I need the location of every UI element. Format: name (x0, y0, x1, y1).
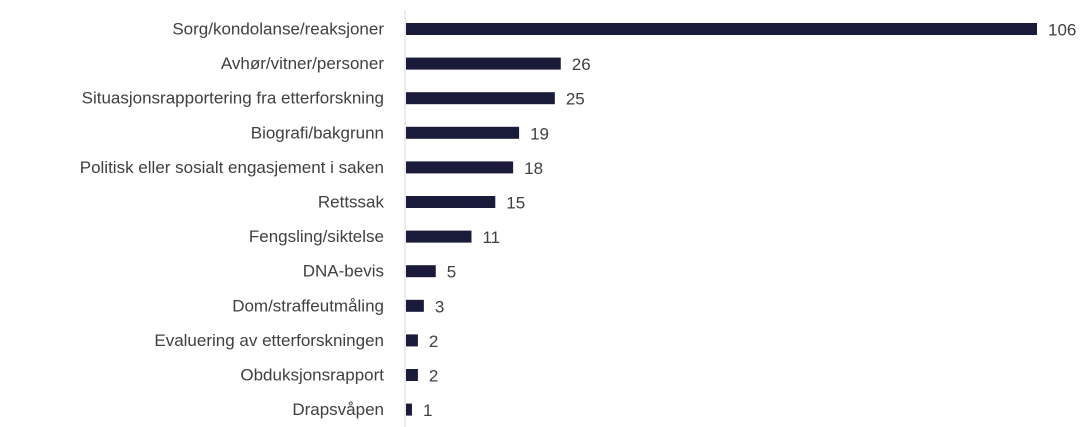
bar-8 (406, 299, 424, 312)
category-label-1: Avhør/vitner/personer (221, 54, 384, 73)
bars-layer (406, 23, 1037, 416)
category-label-10: Obduksjonsrapport (240, 366, 384, 385)
bar-6 (406, 230, 472, 243)
category-label-11: Drapsvåpen (292, 400, 384, 419)
value-label-2: 25 (566, 90, 585, 109)
category-label-0: Sorg/kondolanse/reaksjoner (172, 20, 384, 39)
value-label-9: 2 (429, 332, 438, 351)
category-label-5: Rettssak (318, 193, 385, 212)
category-labels-layer: Sorg/kondolanse/reaksjoner Avhør/vitner/p… (80, 20, 385, 420)
bar-1 (406, 57, 561, 70)
value-label-3: 19 (530, 124, 549, 143)
bar-0 (406, 23, 1037, 35)
bar-3 (406, 126, 520, 139)
value-label-8: 3 (435, 297, 444, 316)
bar-2 (406, 92, 555, 105)
value-label-6: 11 (482, 228, 500, 247)
category-label-2: Situasjonsrapportering fra etterforsknin… (82, 89, 384, 108)
value-label-7: 5 (447, 263, 456, 282)
value-label-4: 18 (524, 159, 543, 178)
value-label-0: 106 (1048, 21, 1076, 40)
value-label-5: 15 (506, 194, 525, 213)
bar-5 (406, 196, 496, 208)
bar-4 (406, 161, 514, 174)
category-label-3: Biografi/bakgrunn (251, 123, 384, 142)
category-label-6: Fengsling/siktelse (249, 227, 384, 246)
category-label-9: Evaluering av etterforskningen (154, 331, 384, 350)
bar-9 (406, 334, 418, 347)
category-label-7: DNA-bevis (303, 262, 384, 281)
value-label-10: 2 (429, 367, 438, 386)
bar-11 (406, 403, 412, 416)
value-label-1: 26 (572, 55, 591, 74)
value-labels-layer: 106 26 25 19 18 15 11 53 2 2 1 (423, 21, 1076, 421)
bar-7 (406, 265, 436, 278)
category-label-4: Politisk eller sosialt engasjement i sak… (80, 158, 384, 177)
value-label-11: 1 (423, 401, 432, 420)
bar-10 (406, 369, 418, 381)
category-label-8: Dom/straffeutmåling (232, 296, 384, 315)
